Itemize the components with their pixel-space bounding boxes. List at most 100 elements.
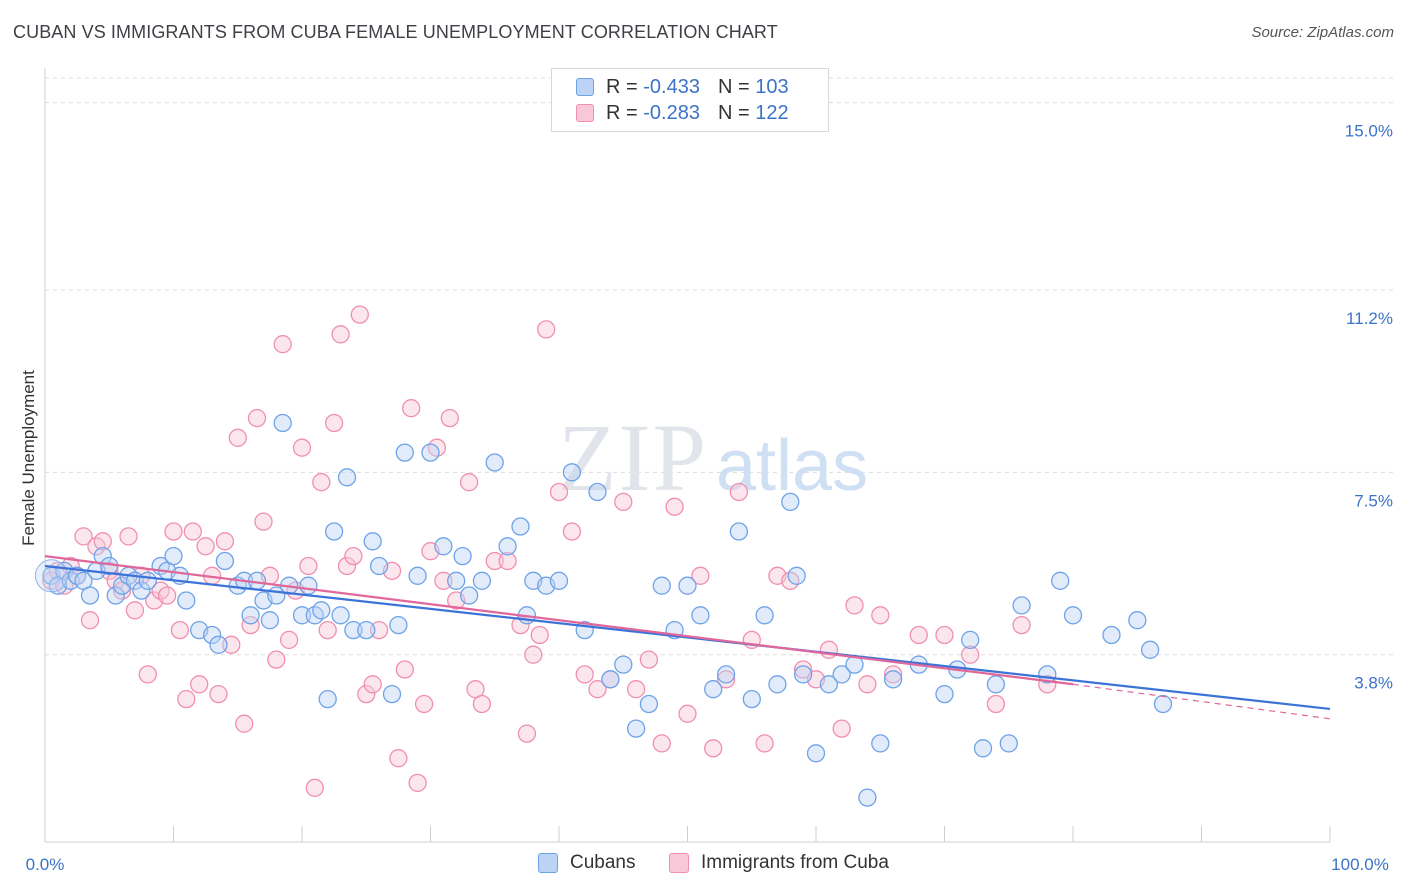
data-point — [485, 551, 504, 571]
data-point — [1063, 606, 1083, 625]
data-point — [909, 625, 928, 645]
data-point — [228, 428, 247, 447]
data-point — [164, 546, 183, 566]
data-point — [716, 670, 736, 689]
data-point — [350, 305, 369, 324]
data-point — [202, 625, 222, 645]
data-point — [626, 719, 646, 738]
data-point — [472, 694, 492, 714]
data-point — [369, 556, 389, 576]
data-point — [549, 482, 569, 502]
data-point — [363, 532, 382, 551]
series-legend-item-cubans[interactable]: Cubans — [538, 852, 636, 874]
data-point — [614, 492, 633, 512]
data-point — [318, 689, 337, 709]
data-point — [1102, 625, 1121, 645]
data-point — [678, 576, 697, 595]
grid-lines — [45, 77, 1395, 656]
data-point — [961, 630, 980, 650]
data-point — [299, 556, 318, 576]
legend-n-label: N = — [717, 75, 750, 98]
data-point — [524, 645, 543, 664]
data-point — [858, 788, 877, 807]
data-point — [883, 665, 903, 684]
data-point — [299, 576, 318, 595]
data-point — [164, 522, 183, 541]
legend-n-label: N = — [717, 101, 750, 124]
data-point — [331, 325, 350, 344]
legend-row-cubans: R = -0.433 N = 103 — [552, 74, 789, 100]
chart-source: Source: ZipAtlas.com — [1251, 24, 1394, 41]
data-point — [858, 675, 877, 694]
data-point — [344, 620, 363, 640]
data-point — [241, 615, 260, 635]
data-point — [440, 408, 459, 428]
data-point — [357, 620, 376, 640]
data-point — [781, 492, 800, 512]
series-cubans-points — [34, 413, 1173, 807]
trend-lines — [44, 555, 1331, 720]
data-point — [716, 665, 736, 684]
series-legend: Cubans Immigrants from Cuba — [0, 852, 1406, 878]
data-point — [614, 655, 633, 674]
legend-n-value: 103 — [755, 75, 789, 98]
data-point — [402, 399, 421, 418]
data-point — [883, 670, 903, 689]
data-point — [260, 611, 280, 630]
data-point — [973, 739, 993, 758]
data-point — [498, 537, 517, 556]
data-point — [588, 680, 607, 699]
data-point — [119, 527, 138, 546]
y-tick-label: 7.5% — [1354, 491, 1393, 510]
data-point — [267, 650, 286, 669]
data-point — [80, 611, 100, 630]
data-point — [408, 566, 427, 585]
data-point — [691, 566, 710, 585]
data-point — [652, 734, 671, 753]
data-point — [485, 453, 504, 472]
data-point — [819, 640, 839, 659]
data-point — [395, 443, 414, 462]
data-point — [434, 537, 453, 556]
series-legend-item-immigrants[interactable]: Immigrants from Cuba — [669, 852, 889, 874]
series-legend-label-immigrants: Immigrants from Cuba — [701, 852, 889, 873]
data-point — [729, 522, 749, 541]
data-point — [511, 615, 530, 635]
data-point — [1051, 571, 1070, 590]
data-point — [793, 665, 813, 684]
tick-labels: 3.8% 7.5% 11.2% 15.0% 0.0% 100.0% — [26, 122, 1393, 874]
data-point — [318, 620, 337, 640]
data-point — [138, 665, 157, 684]
data-point — [312, 601, 331, 620]
data-point — [125, 601, 145, 620]
data-point — [369, 620, 389, 640]
data-point — [639, 694, 659, 714]
axes — [44, 68, 1331, 843]
data-point — [562, 463, 582, 482]
legend-r-label: R = — [606, 75, 638, 98]
data-point — [408, 773, 427, 793]
data-point — [337, 468, 357, 487]
data-point — [312, 473, 331, 492]
data-point — [652, 576, 671, 595]
data-point — [292, 606, 312, 625]
data-point — [742, 689, 761, 709]
watermark-atlas: atlas — [716, 426, 868, 506]
data-point — [588, 482, 607, 502]
legend-r-value: -0.283 — [643, 101, 700, 124]
data-point — [357, 684, 376, 704]
data-point — [196, 537, 215, 556]
trend-line — [44, 564, 1331, 711]
data-point — [337, 556, 357, 576]
data-point — [961, 645, 980, 664]
data-point — [1153, 694, 1173, 714]
data-point — [395, 660, 414, 679]
y-tick-label: 11.2% — [1346, 309, 1393, 328]
data-point — [806, 744, 826, 763]
data-point — [331, 606, 350, 625]
data-point — [254, 512, 273, 531]
trend-line-extrapolated — [1072, 683, 1331, 720]
x-tick-label-end: 100.0% — [1331, 855, 1389, 874]
data-point — [935, 684, 954, 704]
data-point — [138, 571, 157, 590]
